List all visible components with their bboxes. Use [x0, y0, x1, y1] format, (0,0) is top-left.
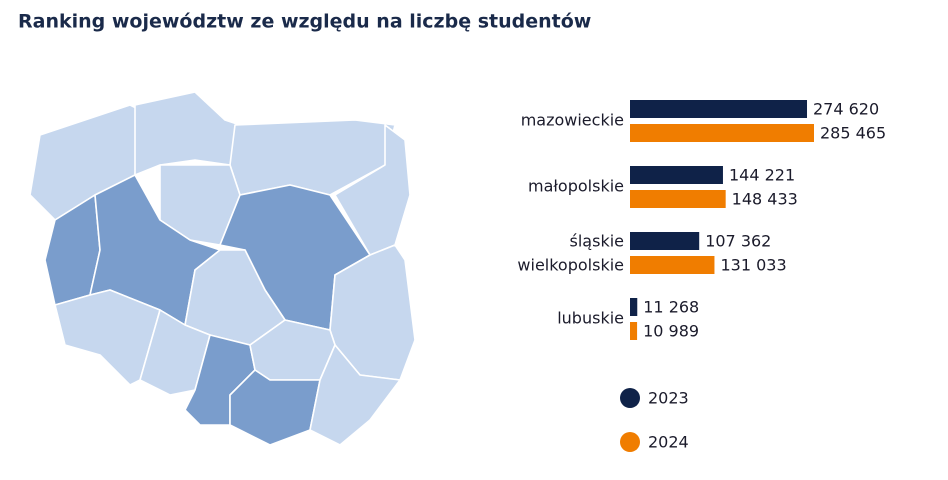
- region: [309, 344, 401, 446]
- bar: [630, 124, 814, 142]
- value-label: 131 033: [720, 256, 786, 275]
- region: [229, 369, 321, 446]
- map: [29, 91, 416, 446]
- category-label: wielkopolskie: [517, 256, 624, 275]
- bar: [630, 166, 723, 184]
- bar: [630, 322, 638, 340]
- category-label: śląskie: [570, 232, 624, 251]
- bar: [630, 298, 638, 316]
- value-label: 148 433: [732, 190, 798, 209]
- value-label: 144 221: [729, 166, 795, 185]
- bar: [630, 256, 715, 274]
- value-label: 10 989: [643, 322, 699, 341]
- bar: [630, 100, 808, 118]
- chart-title: Ranking województw ze względu na liczbę …: [18, 11, 591, 33]
- bar: [630, 190, 726, 208]
- value-label: 285 465: [820, 124, 886, 143]
- legend-marker: [620, 388, 640, 408]
- category-label: małopolskie: [528, 177, 624, 196]
- legend-marker: [620, 432, 640, 452]
- value-label: 274 620: [813, 100, 879, 119]
- category-label: lubuskie: [557, 309, 624, 328]
- region: [139, 309, 211, 396]
- category-label: mazowieckie: [521, 111, 624, 130]
- value-label: 107 362: [705, 232, 771, 251]
- region: [134, 91, 241, 176]
- legend-label: 2024: [648, 433, 689, 452]
- value-label: 11 268: [643, 298, 699, 317]
- bar: [630, 232, 700, 250]
- legend-label: 2023: [648, 389, 689, 408]
